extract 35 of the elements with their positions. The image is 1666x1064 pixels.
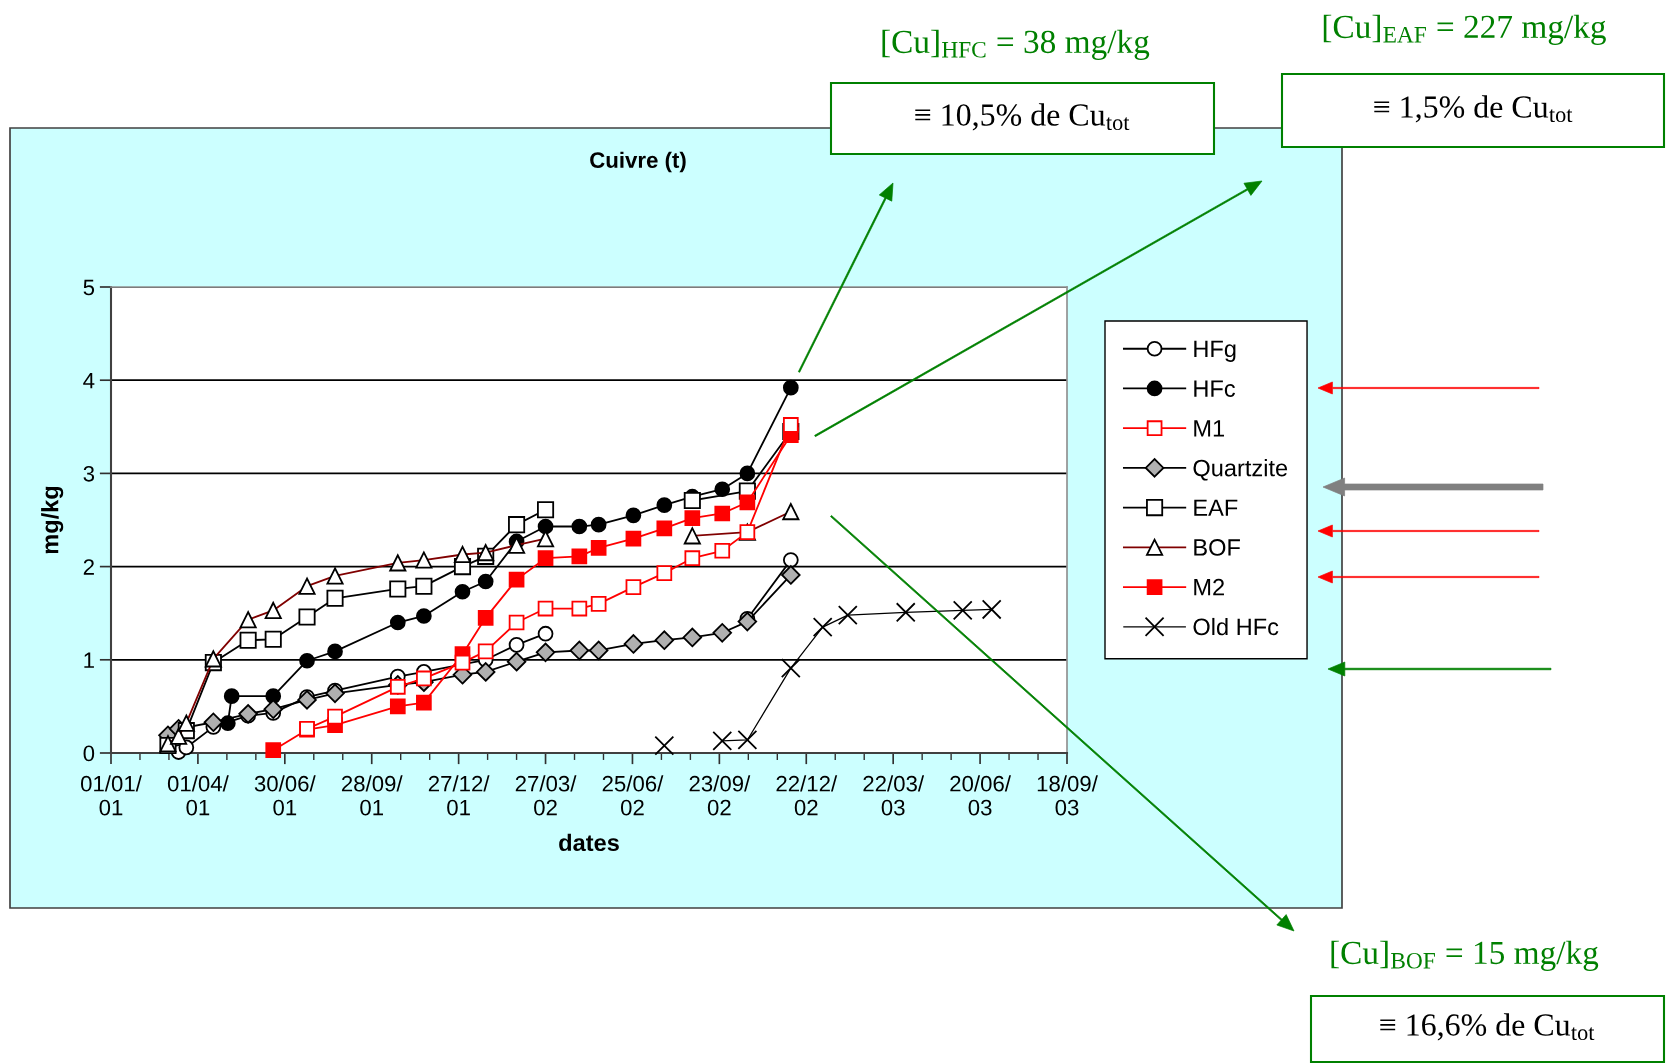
x-tick-label: 30/06/ 01 xyxy=(254,775,316,816)
text: ≡ 10,5% de Cu$_{tot}$ xyxy=(915,103,1130,131)
text: ≡ 16,6% de Cu$_{tot}$ xyxy=(1380,1013,1595,1041)
chart-title: Cuivre (t) xyxy=(590,151,686,173)
text: [Cu]$_{HFC}$ = 38 mg/kg xyxy=(882,29,1150,60)
x-tick-label: 22/12/ 02 xyxy=(776,775,838,816)
legend-label: Old HFc xyxy=(1193,617,1279,636)
text: ≡ 1,5% de Cu$_{tot}$ xyxy=(1374,95,1573,123)
legend-label: BOF xyxy=(1194,539,1240,556)
legend-label: HFg xyxy=(1194,340,1236,362)
x-tick-label: 01/01/ 01 xyxy=(80,775,142,816)
y-tick-label: 5 xyxy=(83,279,95,296)
x-tick-label: 20/06/ 03 xyxy=(950,775,1011,816)
legend-label: Quartzite xyxy=(1193,459,1288,481)
legend-label: EAF xyxy=(1194,499,1238,516)
y-tick-label: 4 xyxy=(83,372,95,389)
y-tick-label: 1 xyxy=(84,652,94,668)
x-tick-label: 28/09/ 01 xyxy=(341,775,403,816)
y-axis-title: mg/kg xyxy=(41,486,64,554)
x-tick-label: 27/03/ 02 xyxy=(515,775,577,816)
x-axis-title: dates xyxy=(559,833,619,852)
y-tick-label: 0 xyxy=(83,745,95,762)
x-tick-label: 01/04/ 01 xyxy=(167,775,229,816)
text: [Cu]$_{BOF}$ = 15 mg/kg xyxy=(1331,940,1599,971)
legend-label: M1 xyxy=(1194,420,1225,437)
x-tick-label: 25/06/ 02 xyxy=(602,775,664,816)
legend-label: M2 xyxy=(1194,578,1224,596)
y-tick-label: 3 xyxy=(83,465,95,482)
x-tick-label: 22/03/ 03 xyxy=(863,775,925,816)
x-tick-label: 23/09/ 02 xyxy=(689,775,751,816)
x-tick-label: 18/09/ 03 xyxy=(1037,775,1098,816)
x-tick-label: 27/12/ 01 xyxy=(428,775,490,816)
y-tick-label: 2 xyxy=(83,559,94,575)
text: [Cu]$_{EAF}$ = 227 mg/kg xyxy=(1323,14,1606,45)
legend-label: HFc xyxy=(1194,380,1236,397)
